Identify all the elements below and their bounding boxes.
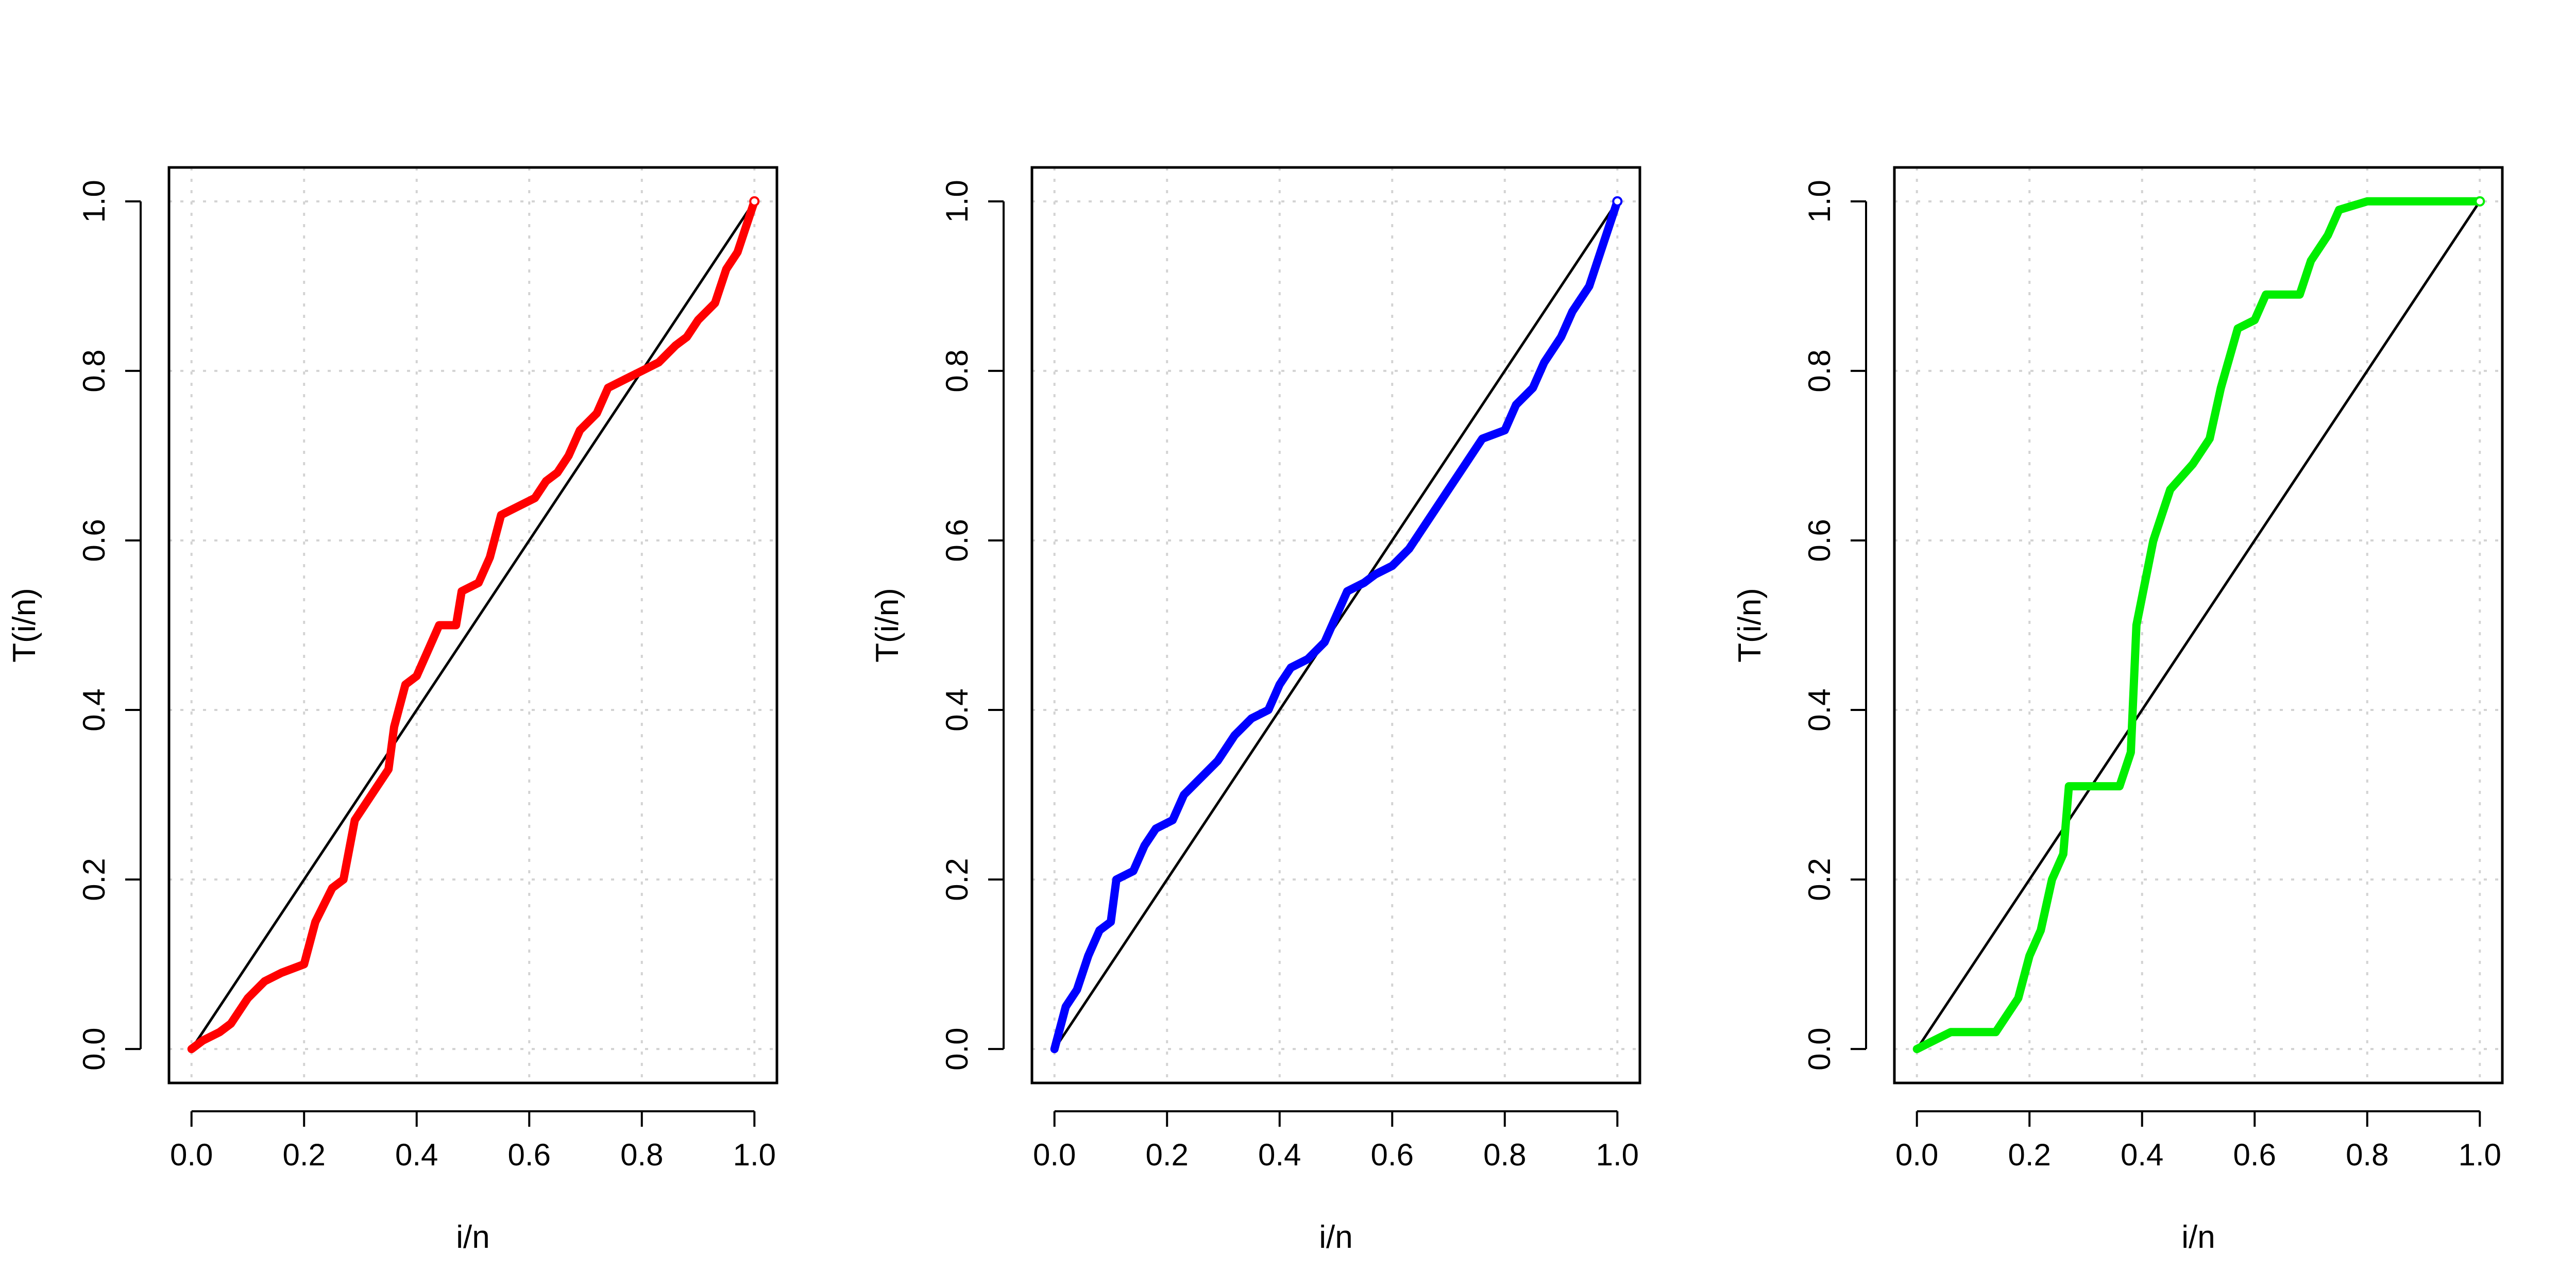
x-tick-label: 0.8	[2346, 1138, 2388, 1172]
x-tick-label: 0.0	[1895, 1138, 1938, 1172]
y-axis-title: T(i/n)	[1732, 588, 1768, 663]
series-end-point	[1612, 196, 1623, 207]
y-tick-label: 0.6	[1802, 519, 1837, 562]
chart-panel-3: 0.0 0.2 0.4 0.6 0.8 1.0 i/n 0.0 0.2 0.4 0.6 0.8 1.0 T…	[1732, 166, 2504, 1255]
chart-panel-2: 0.0 0.2 0.4 0.6 0.8 1.0 i/n 0.0 0.2 0.4 0.6 0.8 1.0 T…	[870, 166, 1641, 1255]
x-axis-title: i/n	[2181, 1219, 2215, 1255]
chart-panel-1: 0.0 0.2 0.4 0.6 0.8 1.0 i/n 0.0 0.2 0.4 0.6 0.8 1.0 T…	[7, 166, 778, 1255]
plot-frame	[1030, 166, 1641, 1084]
x-tick-label: 0.6	[508, 1138, 551, 1172]
x-axis-title: i/n	[456, 1219, 489, 1255]
x-tick-label: 0.4	[395, 1138, 438, 1172]
y-tick-label: 0.8	[77, 349, 111, 392]
x-tick-label: 0.8	[1483, 1138, 1526, 1172]
x-tick-label: 0.0	[1033, 1138, 1076, 1172]
x-tick-label: 0.2	[2008, 1138, 2051, 1172]
x-tick-label: 0.2	[283, 1138, 326, 1172]
x-tick-label: 0.4	[1258, 1138, 1301, 1172]
y-tick-label: 0.4	[77, 688, 111, 731]
y-tick-label: 0.2	[77, 858, 111, 901]
series-line	[187, 197, 759, 1054]
y-tick-label: 0.6	[77, 519, 111, 562]
x-tick-label: 1.0	[1596, 1138, 1639, 1172]
reference-line	[190, 200, 756, 1050]
y-tick-label: 1.0	[940, 180, 974, 223]
y-tick-label: 1.0	[1802, 180, 1837, 223]
x-tick-label: 0.2	[1146, 1138, 1189, 1172]
series-line	[1050, 197, 1622, 1054]
y-tick-label: 0.6	[940, 519, 974, 562]
y-tick-label: 0.0	[77, 1027, 111, 1070]
x-tick-label: 1.0	[733, 1138, 776, 1172]
x-tick-label: 0.6	[2233, 1138, 2276, 1172]
x-tick-label: 0.6	[1371, 1138, 1414, 1172]
x-tick-label: 0.8	[620, 1138, 663, 1172]
y-tick-label: 0.0	[940, 1027, 974, 1070]
x-tick-label: 1.0	[2459, 1138, 2501, 1172]
plot-frame	[167, 166, 778, 1084]
y-tick-label: 0.8	[1802, 349, 1837, 392]
y-axis-title: T(i/n)	[870, 588, 905, 663]
y-tick-label: 0.0	[1802, 1027, 1837, 1070]
series-end-point	[2475, 196, 2485, 207]
y-tick-label: 0.8	[940, 349, 974, 392]
series-line	[1912, 197, 2484, 1054]
y-tick-label: 1.0	[77, 180, 111, 223]
reference-line	[1916, 200, 2481, 1050]
y-axis-title: T(i/n)	[7, 588, 42, 663]
y-tick-label: 0.2	[940, 858, 974, 901]
series-end-point	[749, 196, 760, 207]
plot-frame	[1893, 166, 2504, 1084]
y-tick-label: 0.4	[940, 688, 974, 731]
x-tick-label: 0.4	[2121, 1138, 2163, 1172]
y-tick-label: 0.4	[1802, 688, 1837, 731]
x-axis-title: i/n	[1319, 1219, 1352, 1255]
x-tick-label: 0.0	[170, 1138, 213, 1172]
y-tick-label: 0.2	[1802, 858, 1837, 901]
